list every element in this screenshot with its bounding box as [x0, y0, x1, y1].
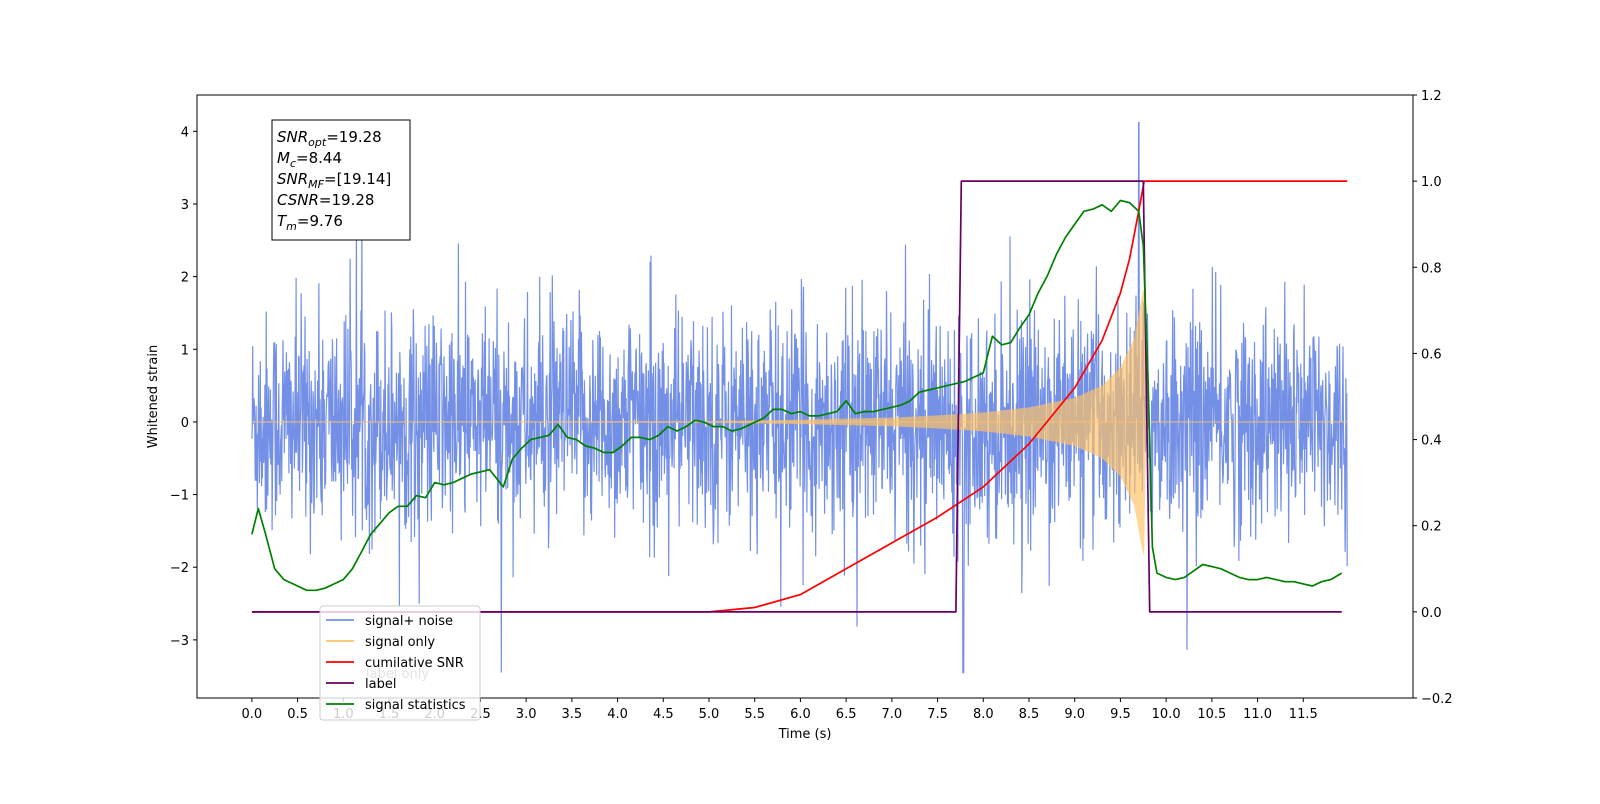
info-box-line: SNRopt=19.28	[277, 128, 382, 149]
x-tick-label: 6.0	[790, 707, 811, 722]
info-subscript: m	[286, 220, 297, 233]
info-subscript: opt	[308, 136, 327, 149]
x-tick-label: 10.5	[1197, 707, 1226, 722]
legend-label: label	[365, 677, 396, 692]
x-tick-label: 7.0	[882, 707, 903, 722]
y-right-tick-label: 0.2	[1421, 520, 1442, 535]
info-symbol: M	[277, 149, 290, 167]
info-value: =[19.14]	[324, 170, 391, 188]
y-right-tick-label: 0.0	[1421, 606, 1442, 621]
legend-label: cumilative SNR	[365, 656, 464, 671]
y-tick-label: −1	[170, 489, 189, 504]
legend-label: signal statistics	[365, 698, 466, 713]
x-tick-label: 11.0	[1243, 707, 1272, 722]
info-box: SNRopt=19.28Mc=8.44SNRMF=[19.14]CSNR=19.…	[271, 119, 411, 241]
x-tick-label: 8.0	[973, 707, 994, 722]
info-value: =8.44	[296, 149, 342, 167]
series-line-label	[251, 180, 1342, 613]
x-tick-label: 5.5	[744, 707, 765, 722]
x-tick-label: 0.0	[242, 707, 263, 722]
y-tick-label: 2	[181, 271, 189, 286]
x-tick-label: 0.5	[287, 707, 308, 722]
y-right-tick-label: 0.8	[1421, 261, 1442, 276]
x-tick-label: 6.5	[836, 707, 857, 722]
plot-frame	[196, 94, 1414, 699]
y-tick-label: 3	[181, 198, 189, 213]
info-box-frame	[271, 119, 411, 241]
legend: label only signal+ noise signal only cumila…	[319, 605, 481, 721]
series-line-signal-noise	[251, 122, 1348, 674]
x-tick-label: 3.0	[516, 707, 537, 722]
plot-area	[251, 122, 1348, 674]
y-tick-label: −2	[170, 561, 189, 576]
y-right-tick-label: 1.2	[1421, 89, 1442, 104]
x-axis-label: Time (s)	[778, 727, 832, 742]
x-tick-label: 3.5	[562, 707, 583, 722]
info-symbol: SNR	[277, 128, 308, 146]
info-value: =9.76	[297, 212, 343, 230]
x-tick-label: 7.5	[927, 707, 948, 722]
x-tick-label: 9.0	[1064, 707, 1085, 722]
y-tick-label: 4	[181, 125, 189, 140]
legend-hidden-label: label only	[366, 667, 429, 682]
x-tick-label: 8.5	[1019, 707, 1040, 722]
info-value: =19.28	[326, 128, 382, 146]
y-right-tick-label: 1.0	[1421, 175, 1442, 190]
info-symbol: CSNR	[277, 191, 319, 209]
info-box-line: SNRMF=[19.14]	[277, 170, 391, 191]
x-tick-label: 4.5	[653, 707, 674, 722]
y-tick-label: 0	[181, 416, 189, 431]
series-line-cumilative-snr	[251, 180, 1348, 613]
x-tick-label: 5.0	[699, 707, 720, 722]
x-tick-label: 9.5	[1110, 707, 1131, 722]
info-box-line: Mc=8.44	[277, 149, 342, 170]
info-subscript: c	[290, 157, 296, 170]
y-right-tick-label: 0.4	[1421, 434, 1442, 449]
info-box-line: Tm=9.76	[277, 212, 343, 233]
info-symbol: SNR	[277, 170, 308, 188]
y-axis-left: −3 −2 −1 0 1 2 3 4	[170, 125, 197, 649]
y-right-tick-label: 0.6	[1421, 347, 1442, 362]
x-tick-label: 11.5	[1289, 707, 1318, 722]
y-axis-right: −0.2 0.0 0.2 0.4 0.6 0.8 1.0 1.2	[1413, 89, 1453, 707]
y-axis-label: Whitened strain	[146, 345, 161, 448]
info-value: =19.28	[319, 191, 375, 209]
legend-frame	[319, 605, 481, 721]
legend-label: signal+ noise	[365, 614, 453, 629]
legend-label: signal only	[365, 635, 435, 650]
info-symbol: T	[277, 212, 288, 230]
y-tick-label: 1	[181, 343, 189, 358]
x-tick-label: 10.0	[1152, 707, 1181, 722]
series-line-signal-statistics	[251, 199, 1343, 592]
x-tick-label: 4.0	[607, 707, 628, 722]
y-right-tick-label: −0.2	[1421, 692, 1453, 707]
y-tick-label: −3	[170, 634, 189, 649]
info-subscript: MF	[308, 178, 324, 191]
info-box-line: CSNR=19.28	[277, 191, 374, 209]
